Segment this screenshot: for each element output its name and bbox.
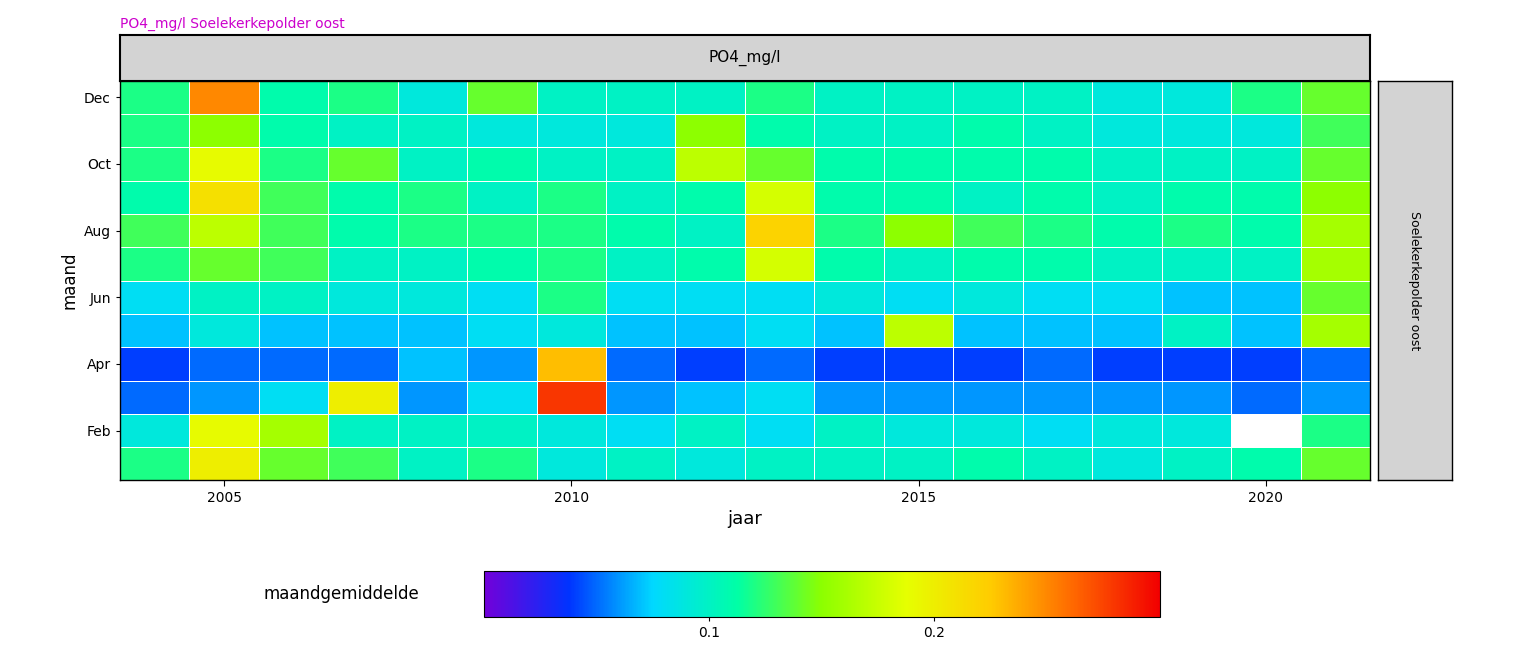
- Text: PO4_mg/l: PO4_mg/l: [708, 50, 782, 66]
- Y-axis label: maand: maand: [60, 252, 78, 309]
- Text: Soelekerkepolder oost: Soelekerkepolder oost: [1409, 211, 1421, 350]
- X-axis label: jaar: jaar: [728, 511, 762, 528]
- Text: PO4_mg/l Soelekerkepolder oost: PO4_mg/l Soelekerkepolder oost: [120, 17, 344, 31]
- Text: maandgemiddelde: maandgemiddelde: [263, 585, 419, 603]
